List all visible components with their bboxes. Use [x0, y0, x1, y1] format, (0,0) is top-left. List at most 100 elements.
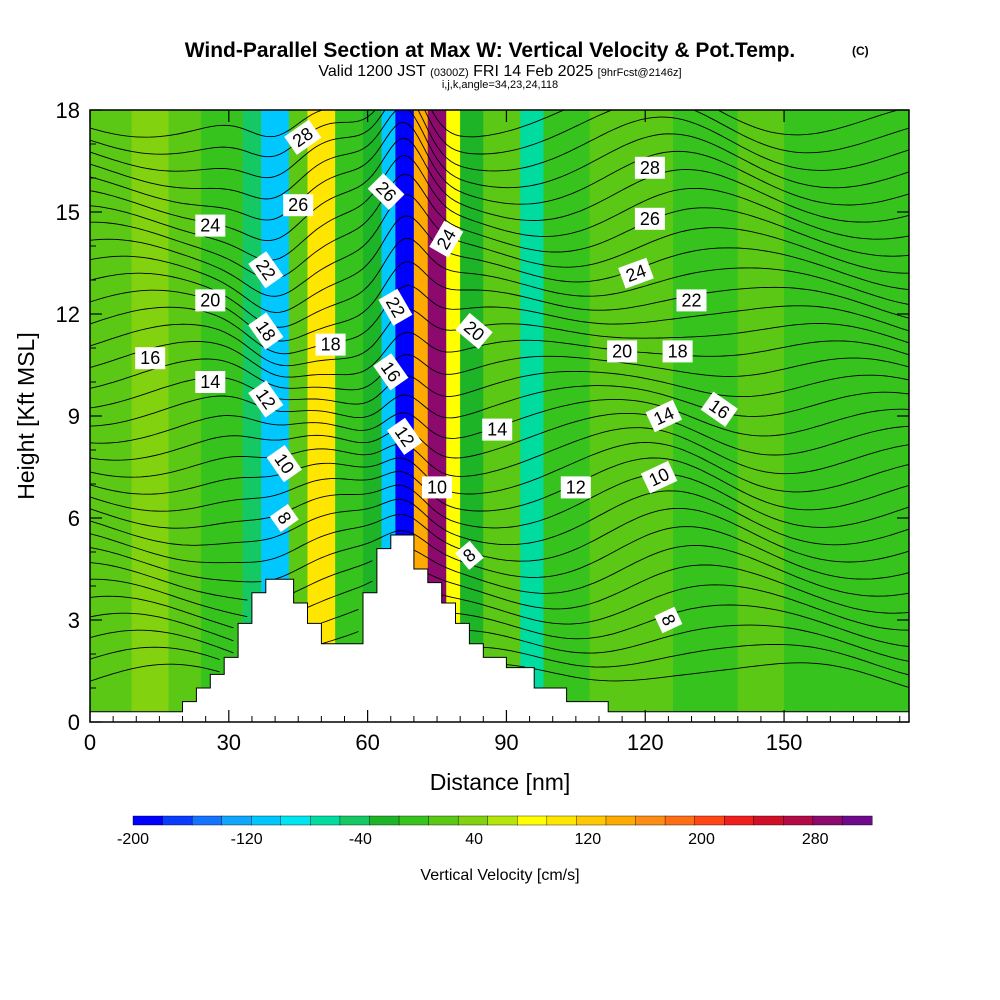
isentrope-line	[90, 584, 909, 631]
isentrope-line	[90, 564, 909, 618]
contour-label-box	[248, 312, 284, 350]
contour-label-box	[607, 340, 638, 363]
isentrope-line	[90, 121, 909, 221]
isentrope-line	[90, 110, 909, 179]
w-band	[460, 110, 484, 722]
w-band	[168, 110, 202, 722]
contour-label-box	[195, 214, 226, 237]
y-axis-label: Height [Kft MSL]	[13, 332, 39, 499]
isentrope-line	[90, 110, 909, 200]
colorbar-swatch	[369, 815, 400, 826]
isentrope-line	[90, 238, 909, 328]
contour-label-box	[560, 476, 591, 499]
x-tick-label: 150	[766, 730, 803, 755]
y-tick-label: 6	[68, 506, 80, 531]
isentrope-line	[90, 385, 909, 427]
isentrope-line	[90, 427, 909, 478]
contour-label-box	[662, 340, 693, 363]
x-tick-label: 60	[355, 730, 379, 755]
contour-label-box	[373, 353, 409, 391]
colorbar-swatch	[724, 815, 755, 826]
colorbar-swatch	[664, 815, 696, 826]
contour-label-box	[634, 207, 665, 230]
y-tick-label: 9	[68, 404, 80, 429]
isentrope-line	[90, 457, 909, 512]
contour-label-box	[640, 460, 678, 494]
contour-label: 20	[195, 289, 226, 312]
colorbar-swatch	[605, 815, 637, 826]
x-axis-ticks: 0 30 60 90 120 150	[84, 110, 901, 755]
colorbar-swatch	[457, 815, 489, 826]
isentrope-line	[90, 154, 909, 261]
contour-label-box	[378, 288, 413, 326]
subtitle-fcst: [9hrFcst@2146z]	[598, 67, 682, 79]
copyright-mark: (C)	[852, 44, 869, 58]
colorbar-swatch	[339, 815, 370, 826]
contour-label-box	[135, 347, 166, 370]
colorbar-tick-label: 40	[465, 831, 483, 848]
isentrope-line	[90, 110, 909, 158]
contour-label-box	[195, 289, 226, 312]
colorbar-swatch	[635, 815, 666, 826]
chart-subtitle: Valid 1200 JST (0300Z) FRI 14 Feb 2025 […	[318, 63, 681, 80]
colorbar-swatch	[398, 815, 430, 826]
chart-subtitle-indices: i,j,k,angle=34,23,24,118	[442, 79, 558, 91]
colorbar-tick-label: 120	[574, 831, 601, 848]
y-axis-ticks: 0 3 6 9 12 15 18	[56, 98, 909, 735]
colorbar-ticks: -200 -120 -40 40 120 200 280	[117, 831, 829, 848]
isentrope-line	[90, 193, 909, 297]
contour-label: 24	[618, 257, 654, 289]
colorbar-swatch	[783, 815, 814, 826]
x-tick-label: 30	[217, 730, 241, 755]
contour-label: 18	[662, 340, 693, 363]
subtitle-utc: (0300Z)	[430, 67, 469, 79]
contour-label: 20	[607, 340, 638, 363]
x-tick-label: 90	[494, 730, 518, 755]
contour-label: 26	[283, 194, 314, 217]
contour-label-box	[248, 380, 284, 418]
contour-label-text: 18	[321, 335, 341, 355]
colorbar-swatch	[221, 815, 252, 826]
contour-label: 8	[269, 503, 299, 533]
contour-label-text: 10	[427, 477, 447, 497]
isentrope-line	[90, 442, 909, 495]
contour-label-text: 16	[140, 348, 160, 368]
contour-label-text: 26	[288, 195, 308, 215]
contour-label-box	[676, 289, 707, 312]
contour-label: 10	[422, 476, 452, 499]
y-tick-label: 0	[68, 710, 80, 735]
isentrope-line	[90, 490, 909, 546]
colorbar-swatch	[132, 815, 164, 826]
contour-label: 8	[654, 606, 683, 634]
contour-label-box	[367, 173, 405, 210]
isentrope-line	[90, 604, 909, 647]
isentrope-line	[90, 354, 909, 391]
contour-label-box	[429, 220, 464, 258]
colorbar-swatch	[251, 815, 282, 826]
isentrope-line	[90, 412, 909, 461]
colorbar-tick-label: 280	[802, 831, 829, 848]
colorbar-swatch	[694, 815, 725, 826]
isentrope-line	[90, 526, 909, 583]
contour-label-text: 28	[640, 158, 660, 178]
isentrope-line	[90, 173, 909, 280]
contour-label-box	[422, 476, 452, 499]
contour-label: 8	[455, 540, 484, 570]
colorbar-tick-label: 200	[688, 831, 715, 848]
colorbar-swatch	[546, 815, 577, 826]
contour-label-box	[284, 119, 322, 155]
isentrope-line	[90, 624, 909, 662]
contour-label: 22	[676, 289, 707, 312]
colorbar-swatch	[753, 815, 784, 826]
contour-label: 14	[482, 418, 513, 441]
colorbar-tick-label: -200	[117, 831, 149, 848]
contour-label-box	[700, 391, 738, 427]
y-tick-label: 3	[68, 608, 80, 633]
contour-label-box	[315, 333, 346, 356]
y-tick-label: 18	[56, 98, 80, 123]
colorbar-swatch	[517, 815, 548, 826]
contour-label: 14	[195, 371, 226, 393]
isentrope-line	[90, 215, 909, 313]
w-band	[483, 110, 521, 722]
